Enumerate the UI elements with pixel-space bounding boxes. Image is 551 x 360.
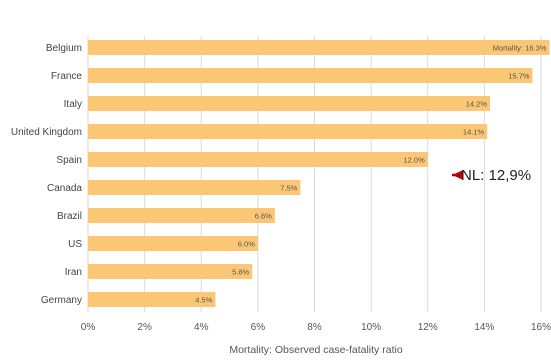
x-tick-labels: 0% 2% 4% 6% 8% 10% 12% 14% 16% (81, 322, 551, 333)
annotation: NL: 12,9% (452, 167, 531, 184)
value-label: 6.0% (238, 240, 255, 249)
value-label: 14.2% (466, 100, 488, 109)
bar (88, 180, 301, 195)
category-label: Canada (47, 183, 82, 194)
value-label: 12.0% (403, 156, 425, 165)
value-label: 15.7% (508, 72, 530, 81)
bar (88, 292, 216, 307)
x-tick-label: 0% (81, 322, 96, 333)
bar (88, 208, 275, 223)
category-label: US (68, 239, 82, 250)
bar (88, 124, 488, 139)
annotation-text: NL: 12,9% (461, 167, 531, 184)
bar (88, 96, 491, 111)
x-tick-label: 12% (418, 322, 438, 333)
category-labels: Belgium France Italy United Kingdom Spain Can… (11, 43, 83, 306)
category-label: Belgium (46, 43, 82, 54)
x-axis-title: Mortality: Observed case-fatality ratio (229, 344, 402, 356)
bar (88, 68, 533, 83)
value-label: 6.6% (255, 212, 272, 221)
category-label: Germany (41, 295, 82, 306)
x-tick-label: 2% (137, 322, 152, 333)
value-labels: Mortality: 16.3% 15.7% 14.2% 14.1% 12.0% 7.5%… (195, 44, 547, 305)
bar (88, 264, 253, 279)
value-label: 7.5% (280, 184, 297, 193)
x-tick-label: 4% (194, 322, 209, 333)
annotation-arrow-head (452, 170, 464, 180)
bar (88, 236, 258, 251)
x-tick-label: 10% (361, 322, 381, 333)
value-label: 14.1% (463, 128, 485, 137)
category-label: Italy (64, 99, 82, 110)
category-label: Spain (56, 155, 82, 166)
bar (88, 40, 550, 55)
x-tick-label: 14% (474, 322, 494, 333)
x-tick-label: 8% (307, 322, 322, 333)
category-label: France (51, 71, 83, 82)
value-label: 5.8% (232, 268, 249, 277)
x-tick-label: 6% (251, 322, 266, 333)
value-label: Mortality: 16.3% (493, 44, 547, 53)
bars-group (88, 40, 550, 307)
x-tick-label: 16% (531, 322, 551, 333)
value-label: 4.5% (195, 296, 212, 305)
category-label: United Kingdom (11, 127, 82, 138)
category-label: Iran (65, 267, 82, 278)
bar (88, 152, 428, 167)
category-label: Brazil (57, 211, 82, 222)
